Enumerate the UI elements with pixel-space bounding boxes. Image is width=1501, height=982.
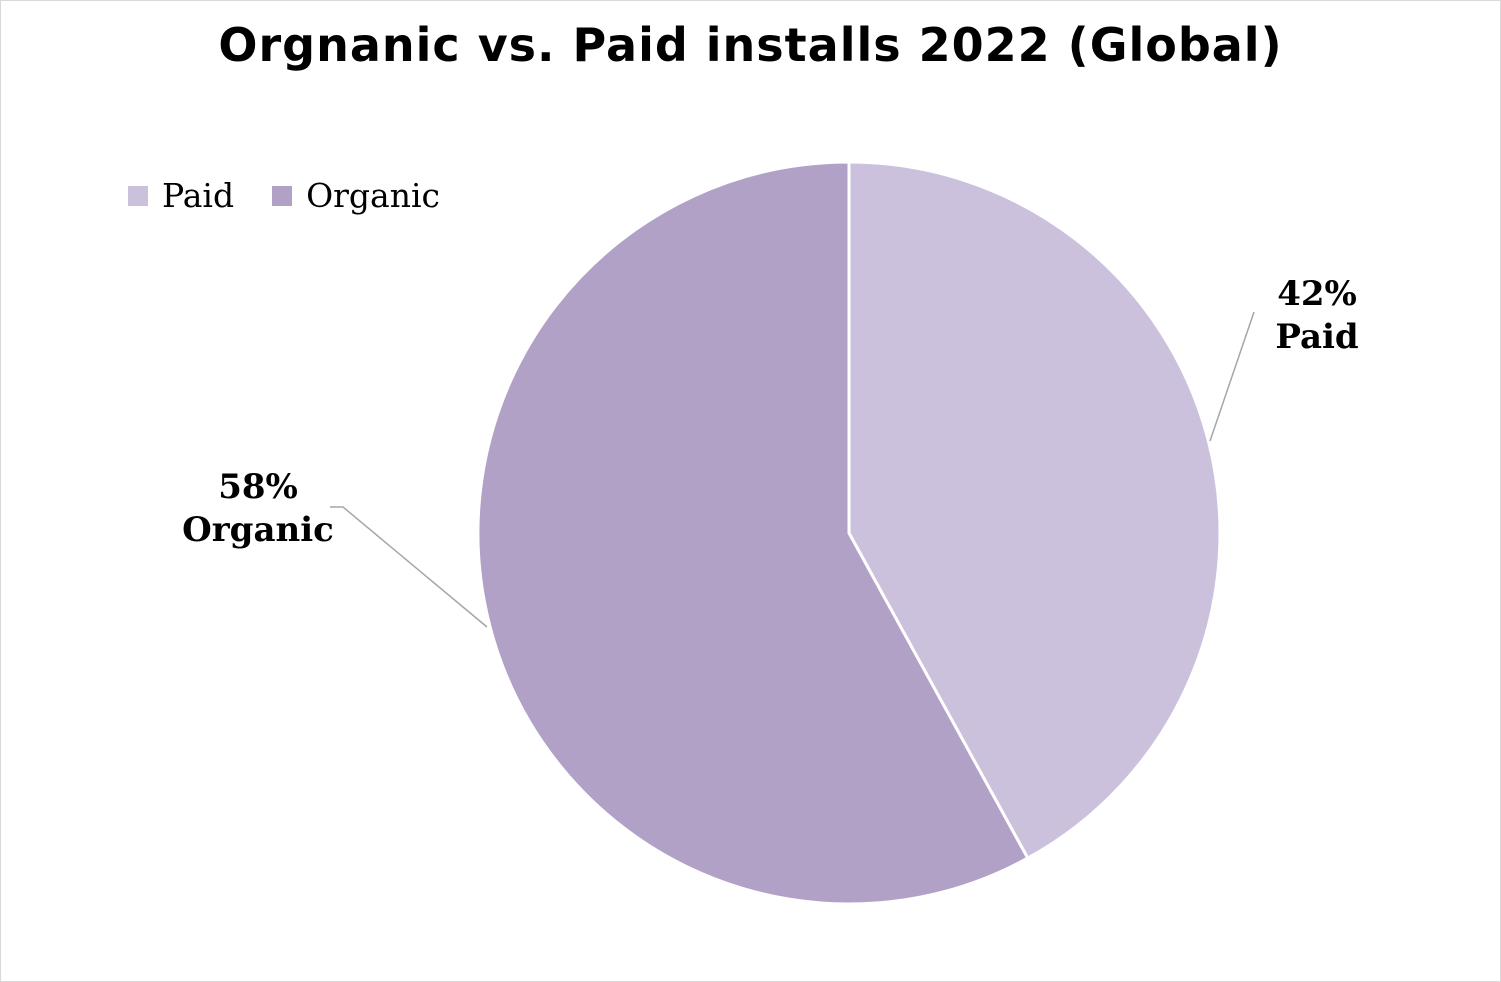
- pie-slice-paid: [847, 160, 1222, 861]
- legend-swatch-organic: [272, 185, 293, 206]
- leader-line-organic: [330, 506, 488, 628]
- data-labels: 42%Paid 58%Organic: [182, 274, 1359, 550]
- data-label-value-organic: 58%: [218, 467, 298, 507]
- legend-label-paid: Paid: [162, 176, 235, 215]
- legend-label-organic: Organic: [306, 176, 440, 215]
- leader-line-paid: [1209, 311, 1255, 442]
- data-label-name-organic: Organic: [182, 510, 334, 550]
- legend: Paid Organic: [128, 176, 478, 215]
- pie-slice-organic: [476, 160, 1030, 906]
- legend-swatch-paid: [128, 185, 148, 206]
- legend-item-paid: Paid: [128, 176, 234, 215]
- chart-title: Orgnanic vs. Paid installs 2022 (Global): [218, 18, 1283, 72]
- pie-slices: [476, 160, 1222, 906]
- data-label-name-paid: Paid: [1275, 317, 1358, 357]
- leader-lines: [330, 311, 1255, 628]
- data-label-value-paid: 42%: [1277, 274, 1357, 314]
- legend-item-organic: Organic: [272, 176, 440, 215]
